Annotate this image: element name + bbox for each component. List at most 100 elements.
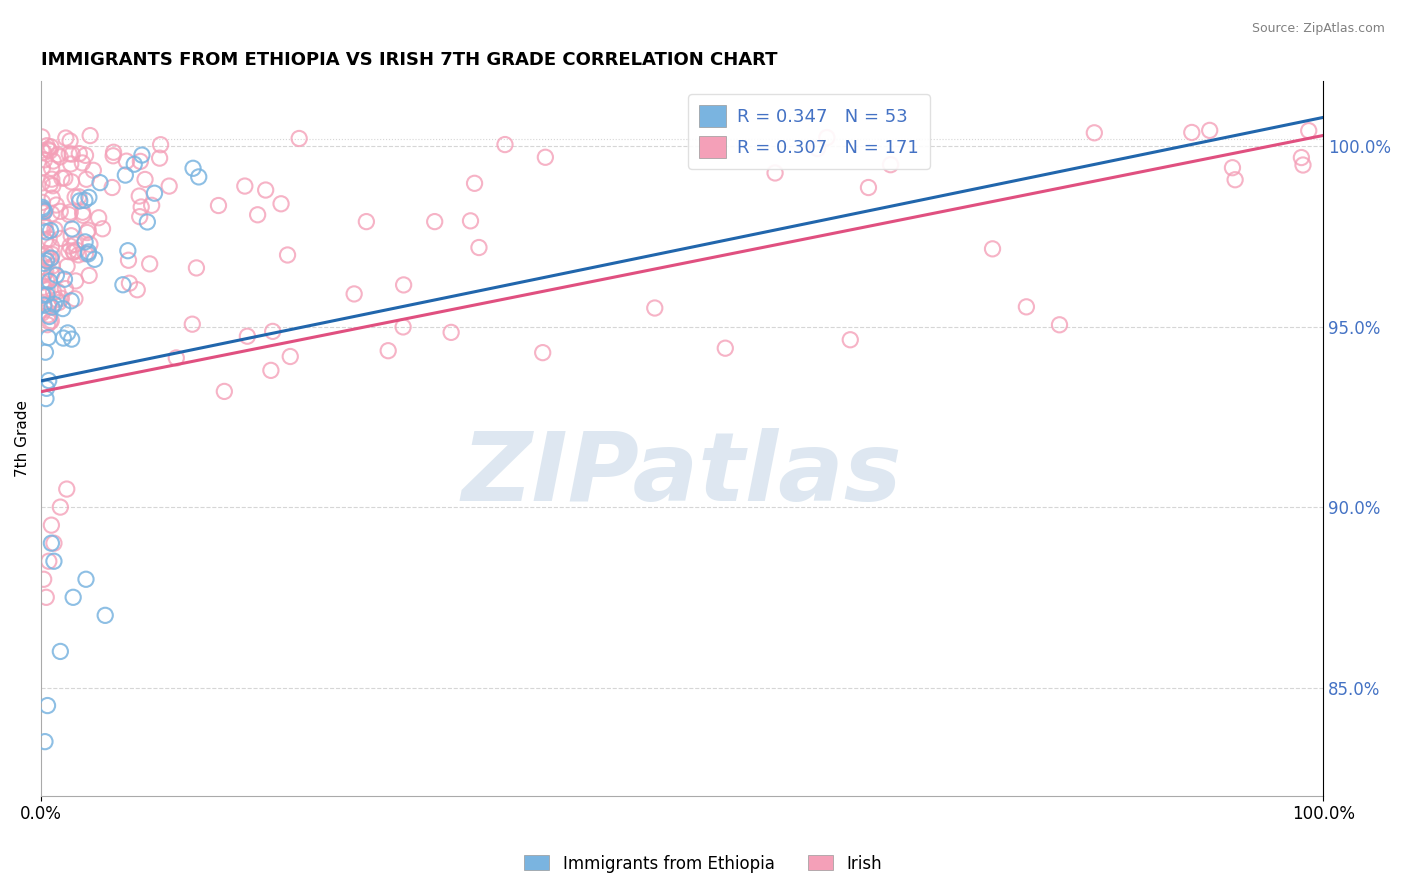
Point — [1298, 123, 1320, 137]
Point — [839, 333, 862, 347]
Point — [38, 144, 60, 158]
Point — [67, 190, 90, 204]
Point — [392, 277, 415, 292]
Point — [644, 301, 666, 315]
Point — [149, 137, 172, 152]
Point — [42, 285, 65, 299]
Point — [44, 222, 66, 236]
Point — [39, 252, 62, 266]
Point — [214, 384, 236, 399]
Point — [38, 274, 60, 288]
Point — [35, 288, 58, 302]
Point — [60, 147, 83, 161]
Point — [72, 156, 94, 170]
Point — [49, 644, 72, 658]
Point — [763, 166, 786, 180]
Point — [236, 329, 259, 343]
Point — [75, 172, 97, 186]
Point — [981, 242, 1004, 256]
Point — [31, 195, 53, 210]
Point — [41, 207, 63, 221]
Point — [65, 274, 87, 288]
Legend: R = 0.347   N = 53, R = 0.307   N = 171: R = 0.347 N = 53, R = 0.307 N = 171 — [688, 94, 929, 169]
Point — [41, 518, 63, 533]
Point — [187, 169, 209, 184]
Point — [34, 267, 56, 281]
Point — [343, 287, 366, 301]
Point — [55, 482, 77, 496]
Point — [52, 301, 75, 316]
Point — [260, 363, 283, 377]
Y-axis label: 7th Grade: 7th Grade — [15, 400, 30, 477]
Point — [37, 143, 59, 157]
Point — [39, 251, 62, 265]
Point — [32, 206, 55, 220]
Point — [101, 180, 124, 194]
Point — [94, 608, 117, 623]
Point — [38, 296, 60, 310]
Point — [77, 268, 100, 283]
Point — [31, 306, 53, 320]
Point — [254, 183, 277, 197]
Point — [39, 223, 62, 237]
Point — [31, 202, 53, 217]
Point — [58, 208, 80, 222]
Text: IMMIGRANTS FROM ETHIOPIA VS IRISH 7TH GRADE CORRELATION CHART: IMMIGRANTS FROM ETHIOPIA VS IRISH 7TH GR… — [41, 51, 778, 69]
Point — [32, 572, 55, 586]
Point — [37, 283, 59, 297]
Point — [63, 237, 86, 252]
Point — [42, 178, 65, 193]
Point — [59, 157, 82, 171]
Point — [32, 298, 55, 312]
Point — [157, 179, 180, 194]
Point — [32, 268, 55, 282]
Point — [45, 268, 67, 282]
Point — [31, 224, 53, 238]
Point — [34, 734, 56, 748]
Point — [356, 214, 378, 228]
Point — [423, 214, 446, 228]
Point — [34, 204, 56, 219]
Point — [67, 146, 90, 161]
Point — [165, 351, 187, 365]
Point — [131, 148, 153, 162]
Point — [53, 171, 76, 186]
Point — [186, 260, 208, 275]
Point — [39, 314, 62, 328]
Point — [75, 235, 97, 249]
Point — [37, 318, 59, 332]
Point — [49, 204, 72, 219]
Point — [1083, 126, 1105, 140]
Point — [49, 500, 72, 515]
Point — [73, 194, 96, 208]
Point — [262, 325, 284, 339]
Point — [35, 225, 58, 239]
Point — [35, 273, 58, 287]
Point — [35, 381, 58, 395]
Point — [806, 142, 828, 156]
Point — [63, 292, 86, 306]
Point — [35, 246, 58, 260]
Point — [62, 591, 84, 605]
Point — [181, 317, 204, 331]
Point — [129, 154, 152, 169]
Point — [41, 240, 63, 254]
Point — [51, 171, 73, 186]
Point — [32, 289, 55, 303]
Point — [75, 148, 97, 162]
Point — [37, 251, 59, 265]
Point — [127, 283, 149, 297]
Point — [32, 280, 55, 294]
Point — [42, 154, 65, 169]
Point — [278, 350, 301, 364]
Point — [129, 200, 152, 214]
Point — [32, 203, 55, 218]
Point — [53, 282, 76, 296]
Point — [39, 140, 62, 154]
Point — [32, 218, 55, 232]
Point — [35, 138, 58, 153]
Point — [468, 240, 491, 254]
Point — [1198, 123, 1220, 137]
Point — [31, 129, 53, 144]
Point — [117, 253, 139, 268]
